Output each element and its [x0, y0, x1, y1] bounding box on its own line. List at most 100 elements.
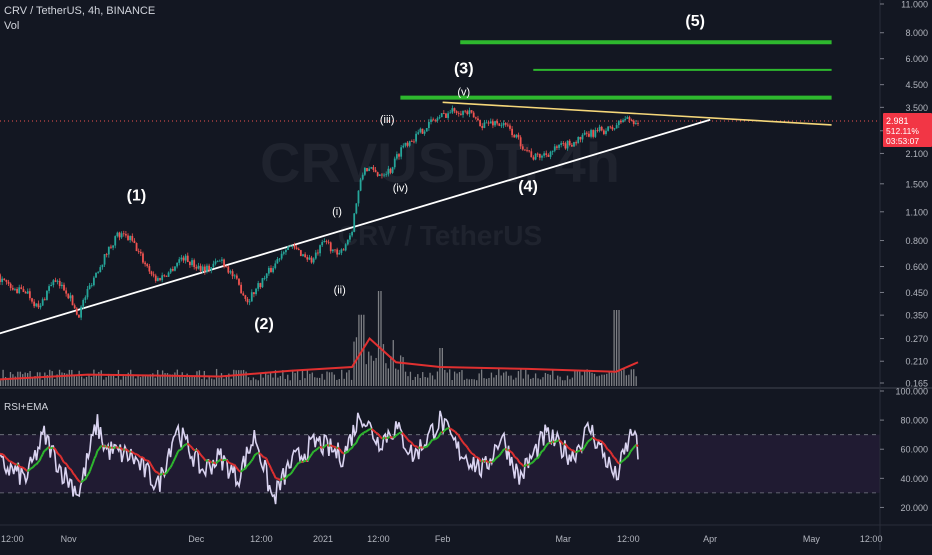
candle-body	[385, 174, 387, 175]
volume-bar	[231, 379, 232, 386]
rsi-ema-segment	[569, 448, 571, 450]
volume-bar	[44, 373, 45, 386]
candle-body	[185, 256, 187, 261]
candle-body	[67, 294, 69, 299]
candle-body	[496, 121, 498, 123]
candle-body	[520, 137, 522, 146]
time-tick-label: Nov	[61, 534, 78, 544]
rsi-ema-segment	[493, 460, 495, 462]
candle-body	[562, 143, 564, 144]
rsi-ema-segment	[82, 480, 84, 482]
volume-bar	[302, 370, 303, 386]
rsi-ema-segment	[524, 466, 526, 467]
volume-bar	[287, 375, 288, 386]
rsi-ema-segment	[407, 438, 409, 440]
rsi-ema-segment	[184, 445, 186, 446]
candle-body	[304, 254, 306, 257]
candle-body	[582, 135, 584, 140]
candle-body	[498, 123, 500, 125]
rsi-ema-segment	[457, 434, 459, 435]
candle-body	[597, 130, 599, 131]
volume-bar	[415, 377, 416, 386]
candle-body	[311, 258, 313, 263]
volume-bar	[373, 361, 374, 386]
candle-body	[296, 248, 298, 249]
rsi-ema-segment	[492, 462, 494, 463]
rsi-ema-segment	[228, 462, 230, 463]
rsi-ema-segment	[533, 460, 535, 462]
rsi-ema-segment	[556, 441, 558, 442]
candle-body	[50, 285, 52, 286]
volume-bar	[160, 375, 161, 386]
rsi-ema-segment	[27, 470, 29, 471]
candle-body	[547, 155, 549, 157]
candle-body	[29, 291, 31, 298]
candle-body	[358, 191, 360, 204]
candle-body	[594, 130, 596, 137]
rsi-ema-segment	[248, 463, 250, 464]
volume-bar	[385, 363, 386, 386]
rsi-ema-segment	[35, 464, 37, 465]
candle-body	[65, 290, 67, 293]
volume-bar	[616, 310, 617, 386]
price-tick-label: 4.500	[905, 80, 928, 90]
time-tick-label: 12:00	[367, 534, 390, 544]
candle-body	[528, 150, 530, 151]
candle-body	[556, 146, 558, 147]
volume-bar	[71, 370, 72, 386]
rsi-ema-segment	[171, 465, 173, 468]
volume-bar	[452, 380, 453, 386]
rsi-ema-segment	[181, 447, 183, 450]
candle-body	[144, 263, 146, 265]
volume-bar	[542, 377, 543, 386]
volume-bar	[366, 364, 367, 386]
volume-bar	[339, 379, 340, 386]
candle-body	[411, 141, 413, 142]
volume-bar	[0, 380, 1, 386]
candle-body	[219, 261, 221, 262]
candle-body	[347, 240, 349, 245]
rsi-ema-segment	[460, 438, 462, 440]
rsi-ema-segment	[365, 431, 367, 432]
volume-bar	[189, 376, 190, 386]
volume-bar	[515, 378, 516, 386]
candle-body	[8, 282, 10, 284]
candle-body	[78, 315, 80, 318]
wave-label: (4)	[518, 178, 538, 195]
candle-body	[537, 154, 539, 155]
candle-body	[170, 269, 172, 273]
candle-body	[567, 141, 569, 149]
rsi-ema-segment	[341, 451, 343, 453]
candle-body	[430, 119, 432, 122]
volume-bar	[157, 370, 158, 386]
volume-bar	[120, 380, 121, 386]
volume-bar	[444, 370, 445, 386]
candle-body	[437, 118, 439, 120]
rsi-ema-segment	[260, 454, 262, 456]
volume-bar	[569, 379, 570, 386]
candle-body	[426, 128, 428, 132]
rsi-ema-segment	[49, 447, 51, 448]
rsi-tick-label: 100.000	[895, 387, 928, 397]
rsi-ema-segment	[175, 455, 177, 458]
volume-bar	[559, 377, 560, 386]
volume-bar	[346, 372, 347, 386]
rsi-ema-segment	[439, 434, 441, 437]
candle-body	[441, 113, 443, 117]
candle-body	[121, 233, 123, 237]
rsi-ema-segment	[528, 464, 530, 465]
volume-bar	[412, 380, 413, 386]
rsi-ema-segment	[449, 428, 451, 429]
volume-bar	[510, 376, 511, 386]
rsi-ema-segment	[137, 455, 139, 456]
candle-body	[381, 175, 383, 176]
volume-bar	[596, 376, 597, 386]
time-tick-label: 2021	[313, 534, 333, 544]
volume-bar	[113, 375, 114, 386]
rsi-ema-segment	[373, 430, 375, 431]
rsi-ema-segment	[312, 451, 314, 453]
candle-body	[336, 249, 338, 254]
rsi-ema-segment	[633, 446, 635, 448]
